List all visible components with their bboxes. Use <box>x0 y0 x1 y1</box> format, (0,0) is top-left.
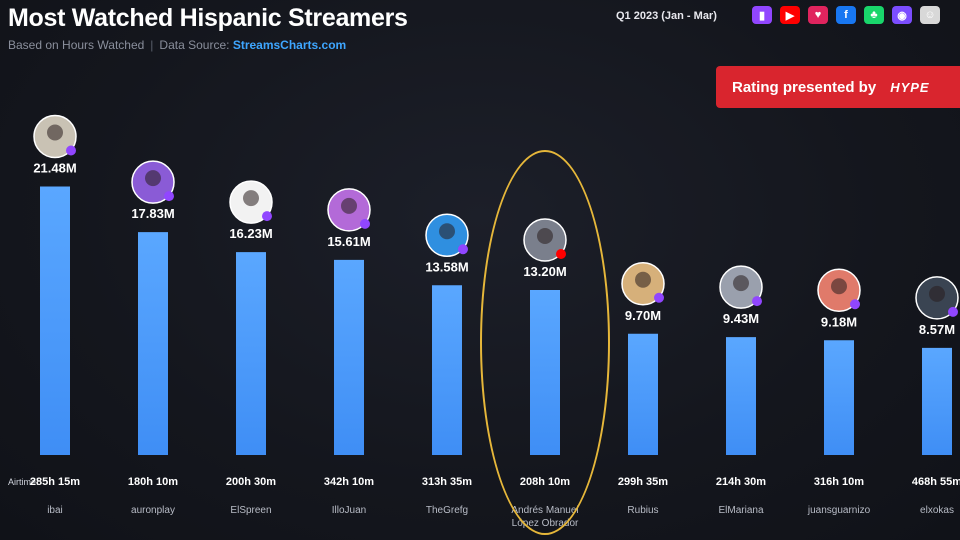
avatar-face <box>341 197 357 214</box>
ghost-icon: ☺ <box>920 6 940 24</box>
airtime-value: 285h 15m <box>30 476 80 488</box>
twitch-badge-icon <box>66 145 76 156</box>
page-title: Most Watched Hispanic Streamers <box>8 4 408 32</box>
facebook-icon: f <box>836 6 856 24</box>
airtime-label: Airtime: <box>8 477 39 487</box>
bar-elmariana <box>726 337 756 455</box>
avatar-face <box>635 271 651 288</box>
airtime-value: 214h 30m <box>716 476 766 488</box>
value-label: 15.61M <box>327 234 370 249</box>
avatar-face <box>145 170 161 187</box>
bar-juansguarnizo <box>824 340 854 455</box>
airtime-value: 200h 30m <box>226 476 276 488</box>
twitch-badge-icon <box>752 296 762 307</box>
value-label: 13.58M <box>425 259 468 274</box>
value-label: 13.20M <box>523 264 566 279</box>
kick-icon: ◉ <box>892 6 912 24</box>
sponsor-logo: HYPE <box>890 79 930 95</box>
category-label: elxokas <box>920 505 954 516</box>
twitch-badge-icon <box>360 218 370 229</box>
category-label: IlloJuan <box>332 505 366 516</box>
source-label: Data Source: <box>159 38 230 52</box>
youtube-badge-icon <box>556 249 566 259</box>
bar-andr-s-manuel-l-pez-obrador <box>530 290 560 455</box>
category-label: ElMariana <box>718 505 763 516</box>
bar-illojuan <box>334 259 364 455</box>
category-label: López Obrador <box>512 518 579 529</box>
twitch-badge-icon <box>850 299 860 310</box>
airtime-value: 313h 35m <box>422 476 472 488</box>
value-label: 8.57M <box>919 322 955 337</box>
bar-elspreen <box>236 252 266 455</box>
category-label: ibai <box>47 505 63 516</box>
avatar-face <box>733 275 749 292</box>
twitch-icon: ▮ <box>752 6 772 24</box>
twitch-badge-icon <box>164 191 174 202</box>
twitch-badge-icon <box>654 292 664 303</box>
bar-ibai <box>40 186 70 455</box>
category-label: TheGrefg <box>426 505 468 516</box>
avatar-face <box>537 228 553 244</box>
airtime-value: 180h 10m <box>128 476 178 488</box>
airtime-value: 468h 55m <box>912 476 960 488</box>
bar-rubius <box>628 333 658 455</box>
airtime-value: 342h 10m <box>324 476 374 488</box>
value-label: 9.18M <box>821 314 857 329</box>
value-label: 16.23M <box>229 226 272 241</box>
category-label: ElSpreen <box>230 505 271 516</box>
avatar-face <box>929 285 945 302</box>
avatar-face <box>439 223 455 240</box>
avatar-face <box>47 124 63 141</box>
heart-icon: ♥ <box>808 6 828 24</box>
avatar-face <box>243 190 259 207</box>
trovo-icon: ♣ <box>864 6 884 24</box>
sponsor-banner[interactable]: Rating presented by HYPE <box>716 66 960 108</box>
bar-auronplay <box>138 232 168 455</box>
page-subtitle: Based on Hours Watched | Data Source: Stre… <box>8 38 347 52</box>
twitch-badge-icon <box>948 306 958 317</box>
avatar-face <box>831 278 847 295</box>
category-label: juansguarnizo <box>807 505 871 516</box>
subtitle-text: Based on Hours Watched <box>8 38 145 52</box>
value-label: 9.70M <box>625 308 661 323</box>
value-label: 21.48M <box>33 161 76 176</box>
source-link[interactable]: StreamsCharts.com <box>232 38 347 52</box>
category-label: auronplay <box>131 505 175 516</box>
bar-thegrefg <box>432 285 462 455</box>
bar-elxokas <box>922 347 952 455</box>
airtime-value: 299h 35m <box>618 476 668 488</box>
value-label: 9.43M <box>723 311 759 326</box>
banner-text: Rating presented by <box>732 78 877 96</box>
airtime-value: 208h 10m <box>520 476 570 488</box>
airtime-value: 316h 10m <box>814 476 864 488</box>
twitch-badge-icon <box>458 244 468 255</box>
youtube-icon: ▶ <box>780 6 800 24</box>
category-label: Rubius <box>627 505 658 516</box>
value-label: 17.83M <box>131 206 174 221</box>
platform-icons: ▮ ▶ ♥ f ♣ ◉ ☺ <box>752 6 940 24</box>
period-label: Q1 2023 (Jan - Mar) <box>616 10 717 22</box>
category-label: Andrés Manuel <box>511 505 578 516</box>
twitch-badge-icon <box>262 211 272 222</box>
